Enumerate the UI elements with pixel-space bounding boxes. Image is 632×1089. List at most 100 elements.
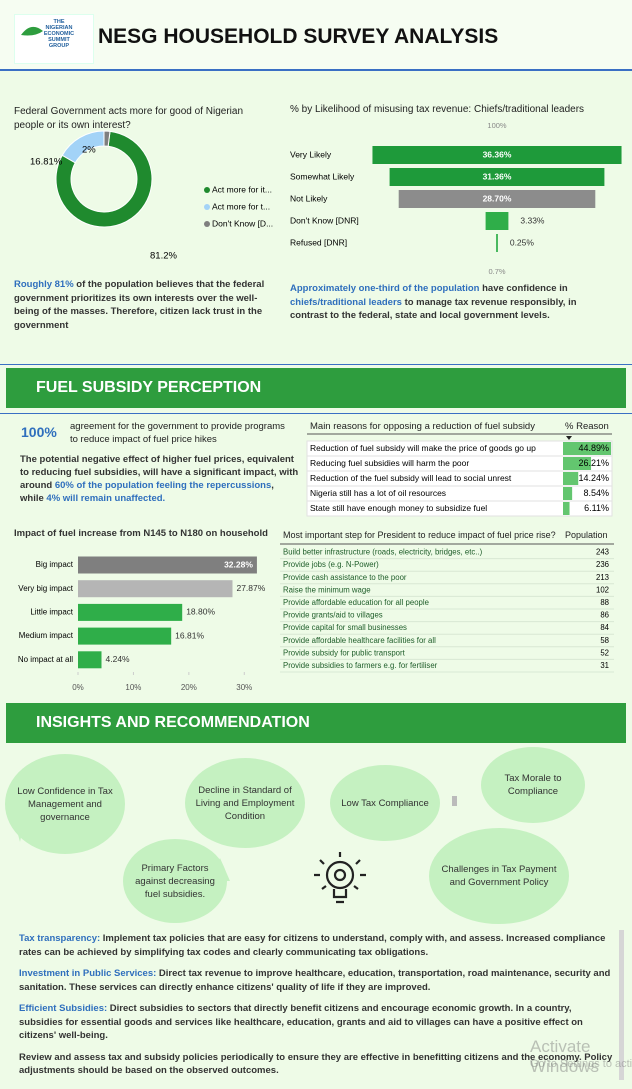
data-label: 3.33% <box>520 215 545 225</box>
idea-icon <box>314 852 366 904</box>
insight: Tax Morale to Compliance <box>504 773 562 797</box>
row-label: Nigeria still has a lot of oil resources <box>310 488 446 498</box>
data-bar <box>563 442 612 455</box>
donut-slice <box>103 130 111 147</box>
row-label: Reducing fuel subsidies will harm the po… <box>310 458 469 468</box>
category-label: Little impact <box>30 608 73 617</box>
cell-value: 58 <box>600 636 609 645</box>
cell-value: 6.11% <box>584 503 609 513</box>
logo-line: GROUP <box>48 43 70 49</box>
funnel-bar <box>398 190 596 208</box>
highlight: 60% of the population feeling the reperc… <box>54 480 272 491</box>
row-label: Provide subsidies to farmers e.g. for fe… <box>283 661 438 670</box>
table-title: Main reasons for opposing a reduction of… <box>310 421 535 432</box>
bar <box>78 651 102 669</box>
row-label: Provide jobs (e.g. N-Power) <box>283 560 379 569</box>
chart-title: % by Likelihood of misusing tax revenue:… <box>290 104 585 115</box>
logo-line: SUMMIT <box>48 37 70 43</box>
category-label: Medium impact <box>19 631 74 640</box>
cell-value: 213 <box>596 573 609 582</box>
category-label: No impact at all <box>18 655 73 664</box>
bubble <box>185 758 305 848</box>
highlight: Approximately one-third of the populatio… <box>290 283 480 294</box>
note: Approximately one-third of the populatio… <box>290 282 600 323</box>
legend-label: Don't Know [D... <box>212 218 273 228</box>
data-label: 2% <box>82 145 96 156</box>
chart-title: Federal Government acts more for good of… <box>14 106 243 131</box>
x-tick-label: 0% <box>72 683 84 692</box>
funnel-bar <box>372 146 622 164</box>
logo-text: THE NIGERIAN ECONOMIC SUMMIT GROUP <box>37 19 81 49</box>
legend-swatch <box>204 187 210 193</box>
watermark: Activate Windows <box>530 1037 599 1076</box>
data-label: 81.2% <box>150 251 177 262</box>
data-label: 18.80% <box>186 607 215 617</box>
cell-value: 14.24% <box>578 473 609 483</box>
recommendation: Efficient Subsidies: Direct subsidies to… <box>19 1002 617 1043</box>
data-bar <box>563 487 573 500</box>
label: Efficient Subsidies: <box>19 1003 108 1014</box>
highlight: 4% will remain unaffected. <box>46 493 166 504</box>
cell-value: 243 <box>596 548 609 557</box>
logo-art <box>21 26 43 36</box>
text: of the population believes that the fede… <box>14 279 265 331</box>
data-label: 0.25% <box>510 237 535 247</box>
highlight: chiefs/traditional leaders <box>290 296 402 308</box>
logo-leaf <box>21 26 43 36</box>
cell-value: 26.21% <box>578 458 609 468</box>
data-label: 36.36% <box>483 149 512 159</box>
cell-value: 86 <box>600 611 609 620</box>
recommendations: Tax transparency: Implement tax policies… <box>19 932 617 1086</box>
divider <box>0 364 632 365</box>
text: Review and assess tax and subsidy polici… <box>19 1051 613 1077</box>
rays <box>314 852 366 890</box>
kpi-text: agreement for the government to provide … <box>70 421 285 445</box>
column-header: % Reason <box>565 421 609 432</box>
row-label: Raise the minimum wage <box>283 585 371 594</box>
category-label: Refused [DNR] <box>290 237 347 247</box>
row-label: Provide cash assistance to the poor <box>283 573 407 582</box>
x-tick-label: 30% <box>236 683 252 692</box>
insight: Challenges in Tax Payment and Government… <box>441 864 557 888</box>
section-header: INSIGHTS AND RECOMMENDATION <box>6 703 626 743</box>
insight: Low Tax Compliance <box>341 797 429 809</box>
cell-value: 44.89% <box>578 443 609 453</box>
cell-value: 88 <box>600 598 609 607</box>
cell-value: 8.54% <box>583 488 609 498</box>
cell-value: 236 <box>596 560 609 569</box>
legend-swatch <box>204 221 210 227</box>
data-bar <box>563 472 579 485</box>
data-label: 4.24% <box>106 654 131 664</box>
row-label: Reduction of the fuel subsidy will lead … <box>310 473 512 483</box>
insight: Decline in Standard of Living and Employ… <box>195 784 295 822</box>
row-label: Provide affordable healthcare facilities… <box>283 636 436 645</box>
text: have confidence in <box>479 283 568 294</box>
data-label: 16.81% <box>175 630 204 640</box>
divider <box>0 69 632 71</box>
label: Investment in Public Services: <box>19 968 157 979</box>
column-header: Population <box>565 530 608 540</box>
data-label: 32.28% <box>224 559 253 569</box>
funnel-bar <box>496 234 498 252</box>
row-label: Reduction of fuel subsidy will make the … <box>310 443 536 453</box>
row-label: Provide affordable education for all peo… <box>283 598 429 607</box>
bubble <box>429 828 569 924</box>
text: Direct subsidies to sectors that directl… <box>19 1003 583 1041</box>
bubble <box>123 839 227 923</box>
text: The potential negative effect of higher … <box>20 454 299 491</box>
page-title: NESG HOUSEHOLD SURVEY ANALYSIS <box>98 25 499 48</box>
category-label: Big impact <box>36 560 74 569</box>
text: , while <box>20 480 274 504</box>
cell-value: 102 <box>596 585 609 594</box>
funnel-bar <box>389 168 605 186</box>
row-label: Provide subsidy for public transport <box>283 648 406 657</box>
watermark: Go to Settings to activate Windows. <box>530 1058 632 1070</box>
x-tick-label: 20% <box>181 683 197 692</box>
category-label: Not Likely <box>290 193 328 203</box>
logo: THE NIGERIAN ECONOMIC SUMMIT GROUP <box>14 14 94 64</box>
legend-label: Act more for t... <box>212 201 270 211</box>
annotation: 100% <box>487 121 507 130</box>
data-label: 31.36% <box>483 171 512 181</box>
bar <box>78 627 172 645</box>
